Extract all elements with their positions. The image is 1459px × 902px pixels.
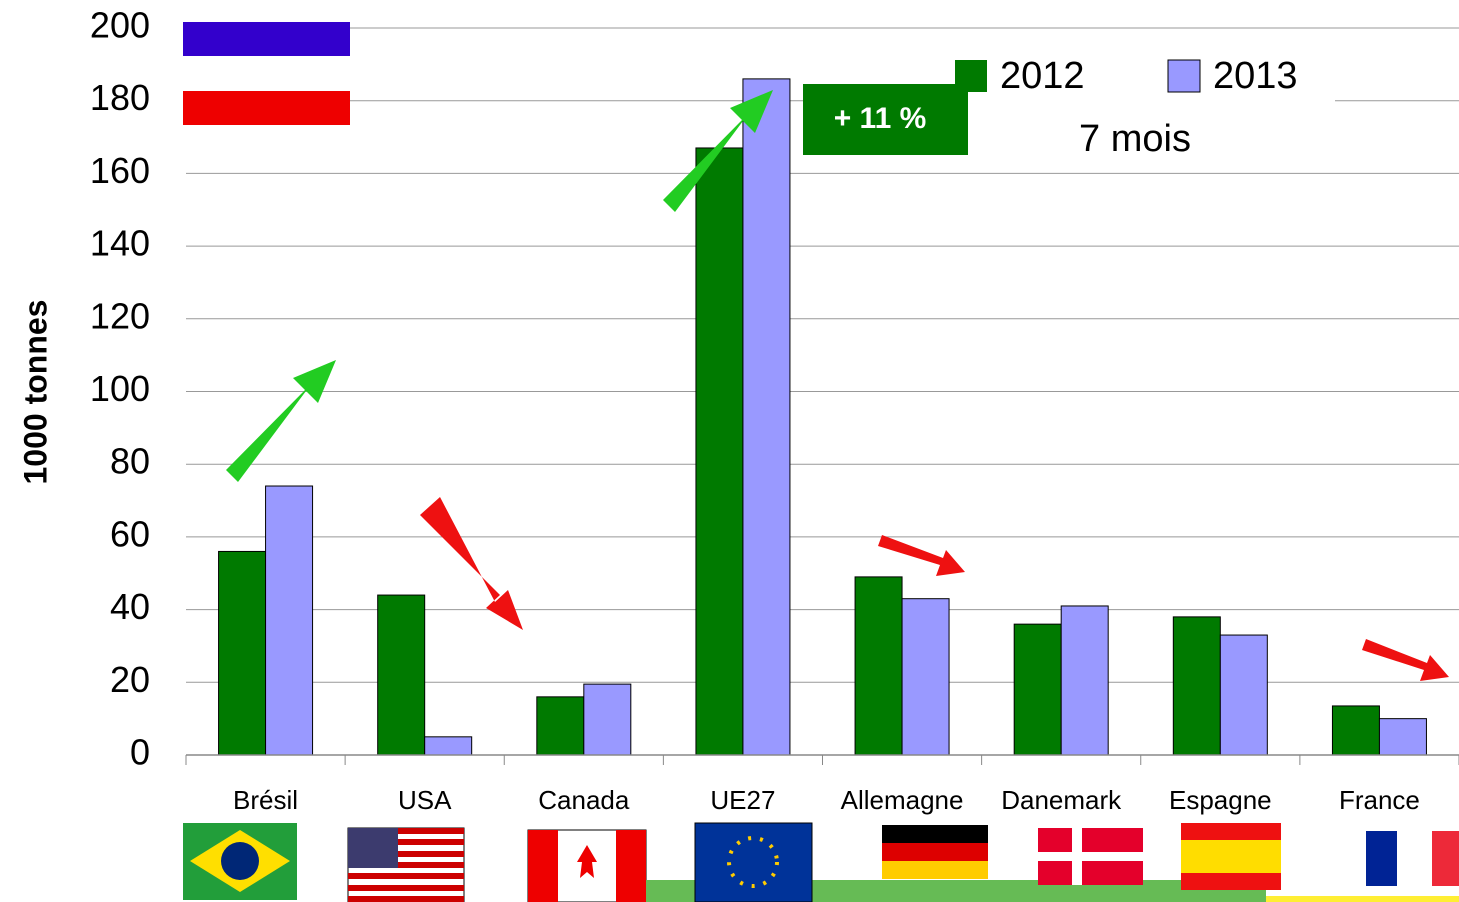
bar [854,576,903,756]
annotation: + 11 % [834,102,927,135]
flag [882,825,988,843]
flags [183,822,1459,902]
flag [616,830,646,902]
x-tick-label: Canada [538,785,630,815]
decor-blue [183,22,350,56]
x-tick-label: UE27 [710,785,775,815]
arrow-down [420,497,523,630]
bar [583,683,632,756]
legend-bg [945,50,1335,130]
y-tick-label: 140 [90,223,150,264]
y-tick-label: 60 [110,513,150,554]
bar [424,736,473,756]
bar [265,485,314,756]
y-tick-label: 180 [90,77,150,118]
bar [1013,623,1062,756]
bar [1060,605,1109,756]
decor-red [183,91,350,125]
flag [577,845,597,878]
x-tick-label: Allemagne [841,785,964,815]
flag [882,843,988,861]
legend-label: 2013 [1213,55,1298,97]
bar [377,594,426,756]
bar [1331,705,1380,756]
y-axis-label: 1000 tonnes [17,300,53,485]
bar [695,147,744,756]
flag [882,861,988,879]
bar [218,550,267,756]
y-tick-label: 120 [90,295,150,336]
arrow-up [226,360,336,482]
legend-label: 2012 [1000,55,1085,97]
y-tick-label: 100 [90,368,150,409]
x-tick-label: USA [398,785,452,815]
flag [348,828,464,902]
arrow-down [878,535,965,576]
bar [742,78,791,756]
x-tick-label: France [1339,785,1420,815]
decor-band [1266,896,1459,902]
flag [727,836,779,888]
y-tick-label: 40 [110,586,150,627]
bar [1172,616,1221,756]
bars [218,78,1427,756]
arrow-down [1362,639,1449,681]
flag [1366,831,1397,886]
bar [1219,634,1268,756]
y-tick-label: 20 [110,659,150,700]
x-tick-label: Espagne [1169,785,1272,815]
x-tick-label: Brésil [233,785,298,815]
flag [348,828,398,868]
flag [1038,852,1143,861]
y-tick-label: 80 [110,441,150,482]
bar [1378,718,1427,756]
legend-swatch [955,60,987,92]
y-tick-label: 160 [90,150,150,191]
flag [1181,840,1281,873]
y-tick-label: 200 [90,5,150,46]
annotation-box [803,84,968,155]
bar [536,696,585,756]
bar [901,598,950,756]
flag [221,842,259,880]
flag [1432,831,1459,886]
arrow-up [663,90,773,212]
annotation: 7 mois [1079,118,1191,160]
y-tick-label: 0 [130,732,150,773]
x-tick-label: Danemark [1001,785,1122,815]
flag [694,822,813,902]
flag [528,830,558,902]
legend-swatch [1167,59,1201,93]
